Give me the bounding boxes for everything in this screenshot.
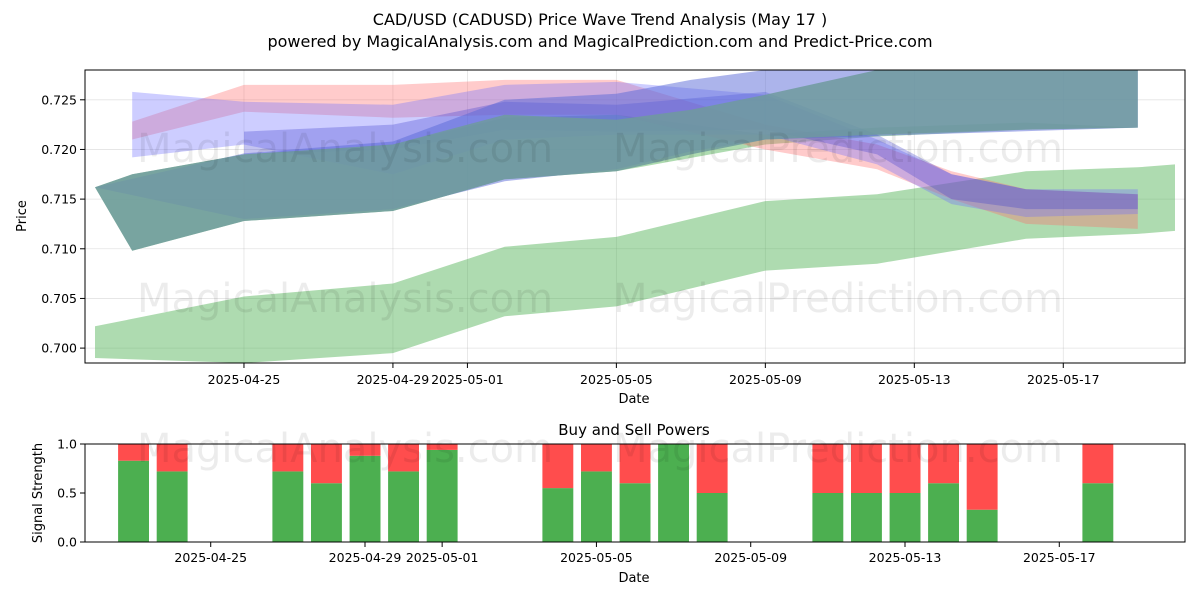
price-x-tick-label: 2025-05-01 <box>431 372 504 387</box>
watermark-analysis-top: MagicalAnalysis.com <box>137 126 553 172</box>
sell-bar <box>1082 444 1114 484</box>
sell-bar <box>696 444 728 493</box>
sell-bar <box>272 444 304 472</box>
signal-chart: Buy and Sell Powers 2025-04-25 2025-04-29… <box>31 421 1186 586</box>
price-x-tick-label: 2025-05-17 <box>1027 372 1100 387</box>
sell-bar <box>619 444 651 484</box>
price-y-tick-label: 0.720 <box>41 142 77 157</box>
price-band-6 <box>95 70 1138 251</box>
sell-bar <box>426 444 458 450</box>
price-y-tick-label: 0.705 <box>41 291 77 306</box>
sell-bar <box>812 444 844 493</box>
signal-x-tick-label: 2025-05-13 <box>869 550 942 565</box>
price-y-tick-label: 0.715 <box>41 192 77 207</box>
buy-bar <box>619 483 651 542</box>
buy-bar <box>272 471 304 542</box>
price-bands-clipped <box>95 70 1175 363</box>
buy-bar <box>542 488 574 542</box>
figure-subtitle: powered by MagicalAnalysis.com and Magic… <box>267 32 932 51</box>
price-chart-frame <box>84 69 1186 364</box>
price-y-axis-label: Price <box>15 200 30 232</box>
buy-bar <box>349 455 381 542</box>
sell-bar <box>118 444 149 461</box>
signal-bars <box>118 444 1114 542</box>
sell-bar <box>388 444 419 472</box>
sell-bar <box>542 444 574 489</box>
signal-x-tick-label: 2025-04-29 <box>329 550 402 565</box>
price-axes: 2025-04-25 2025-04-29 2025-05-01 2025-05-05… <box>41 92 1099 387</box>
sell-bar <box>581 444 612 472</box>
watermark-prediction-mid: MagicalPrediction.com <box>613 276 1063 322</box>
price-band-1 <box>95 164 1175 363</box>
watermark-analysis-mid: MagicalAnalysis.com <box>137 276 553 322</box>
signal-x-axis-label: Date <box>618 571 649 586</box>
signal-chart-title: Buy and Sell Powers <box>558 421 710 439</box>
price-x-tick-label: 2025-04-25 <box>208 372 281 387</box>
sell-bar <box>928 444 959 484</box>
price-band-3 <box>132 81 1138 218</box>
price-x-tick-label: 2025-04-29 <box>357 372 430 387</box>
signal-x-tick-label: 2025-05-17 <box>1023 550 1096 565</box>
watermark-analysis-bottom: MagicalAnalysis.com <box>137 426 553 472</box>
sell-bar <box>349 444 381 456</box>
price-bands <box>95 70 1175 363</box>
sell-bar <box>889 444 921 493</box>
buy-bar <box>851 493 882 542</box>
watermark-prediction-bottom: MagicalPrediction.com <box>613 426 1063 472</box>
signal-x-tick-label: 2025-05-05 <box>560 550 633 565</box>
buy-bar <box>311 483 342 542</box>
sell-bar <box>156 444 188 472</box>
watermark-prediction-top: MagicalPrediction.com <box>613 126 1063 172</box>
buy-bar <box>696 493 728 542</box>
price-x-tick-label: 2025-05-09 <box>729 372 802 387</box>
price-y-tick-label: 0.700 <box>41 341 77 356</box>
price-y-tick-label: 0.725 <box>41 92 77 107</box>
sell-bar <box>311 444 342 484</box>
signal-y-tick-label: 1.0 <box>57 437 77 452</box>
price-x-axis-label: Date <box>618 392 649 407</box>
signal-y-axis-label: Signal Strength <box>31 443 46 543</box>
price-x-tick-label: 2025-05-05 <box>580 372 653 387</box>
buy-bar <box>1082 483 1114 542</box>
signal-chart-frame <box>84 443 1186 543</box>
signal-x-tick-label: 2025-05-01 <box>406 550 479 565</box>
buy-bar <box>966 509 998 542</box>
signal-y-tick-label: 0.5 <box>57 486 77 501</box>
buy-bar <box>581 471 612 542</box>
buy-bar <box>156 471 188 542</box>
price-chart: MagicalAnalysis.com MagicalPrediction.co… <box>15 69 1186 407</box>
buy-bar <box>812 493 844 542</box>
buy-bar <box>426 449 458 542</box>
signal-x-tick-label: 2025-04-25 <box>174 550 247 565</box>
buy-bar <box>658 444 689 542</box>
price-band-2 <box>132 79 1138 229</box>
signal-y-tick-label: 0.0 <box>57 535 77 550</box>
signal-axes: 2025-04-25 2025-04-29 2025-05-01 2025-05-05… <box>57 437 1096 566</box>
sell-bar <box>851 444 882 493</box>
signal-x-tick-label: 2025-05-09 <box>714 550 787 565</box>
sell-bar <box>966 444 998 510</box>
buy-bar <box>118 460 149 542</box>
price-y-tick-label: 0.710 <box>41 241 77 256</box>
buy-bar <box>388 471 419 542</box>
buy-bar <box>928 483 959 542</box>
figure-title: CAD/USD (CADUSD) Price Wave Trend Analys… <box>373 10 827 29</box>
buy-bar <box>889 493 921 542</box>
price-x-tick-label: 2025-05-13 <box>878 372 951 387</box>
